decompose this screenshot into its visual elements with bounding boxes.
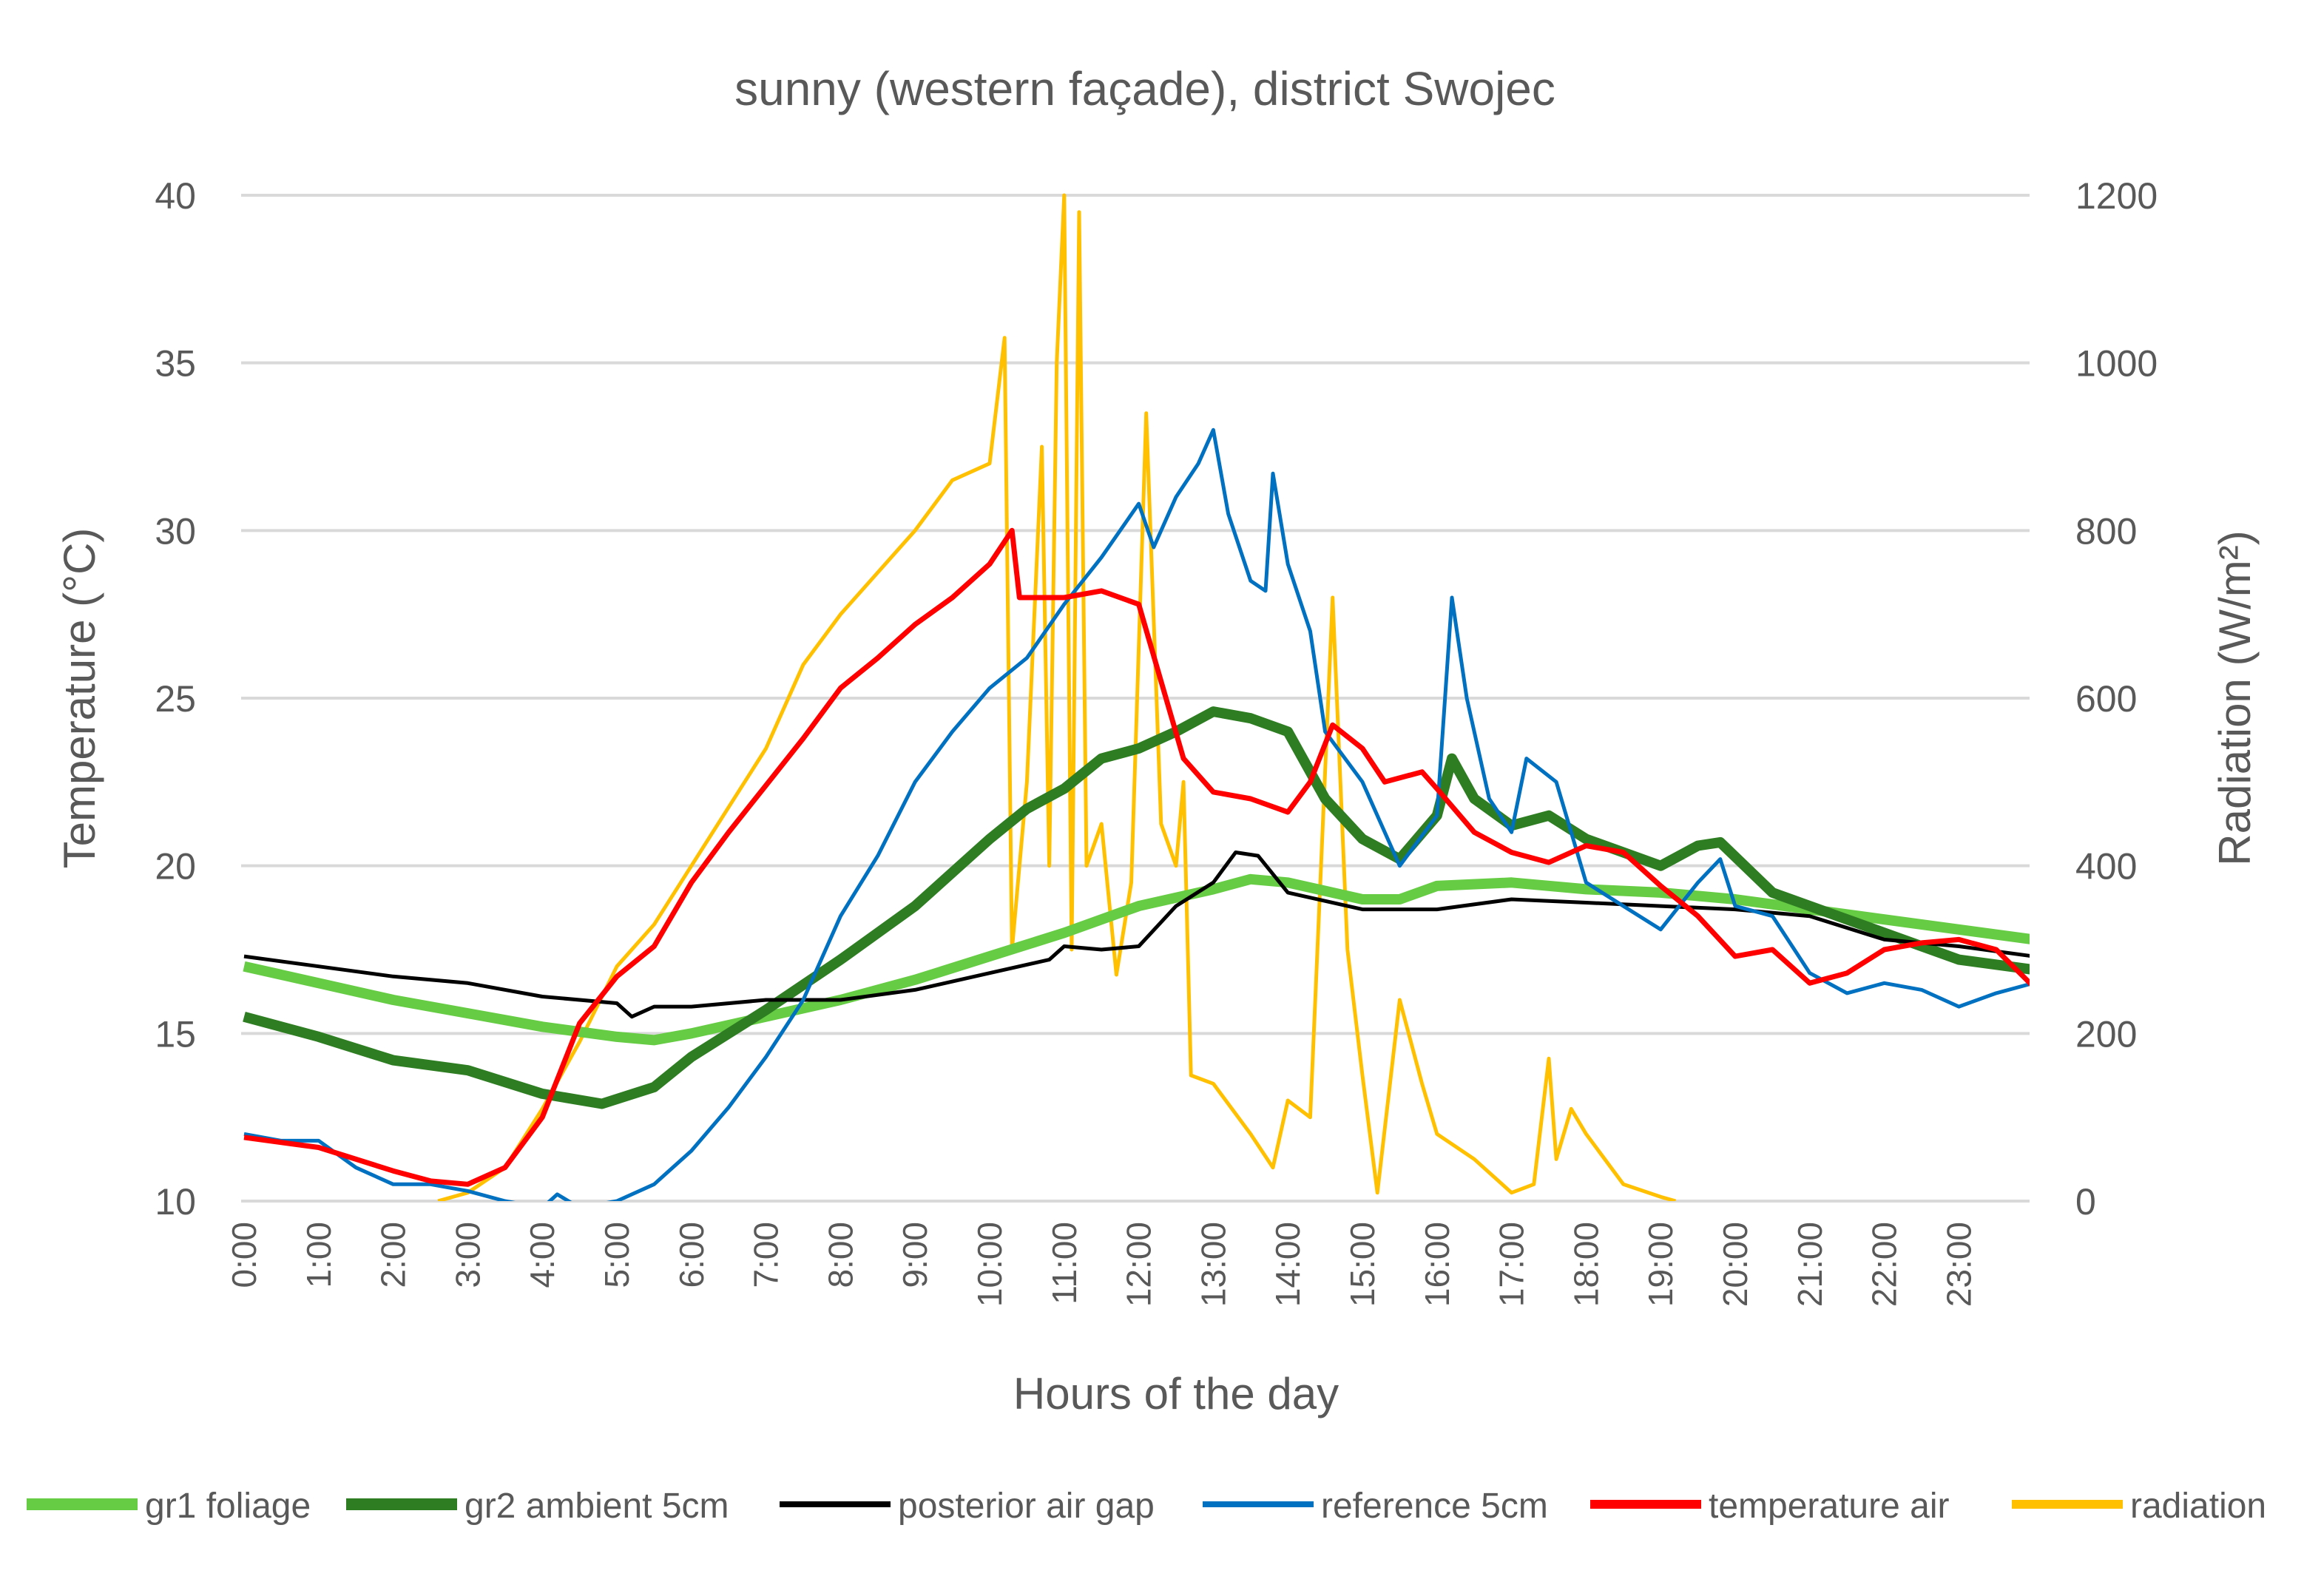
x-tick-label: 17:00	[1493, 1222, 1531, 1307]
y-tick-label: 40	[155, 175, 196, 217]
y-axis-right: 0 200 400 600 800 1000 1200	[2075, 175, 2158, 1223]
legend-label: temperature air	[1709, 1487, 1949, 1526]
y-tick-label: 20	[155, 846, 196, 887]
series-line-gr2-ambient-5cm	[243, 706, 2030, 1109]
x-tick-label: 2:00	[374, 1222, 413, 1288]
x-tick-label: 20:00	[1716, 1222, 1754, 1307]
x-tick-label: 8:00	[821, 1222, 859, 1288]
y2-tick-label: 1000	[2075, 343, 2158, 385]
y2-axis-label: Radiation (W/m²)	[2210, 530, 2260, 865]
x-tick-label: 11:00	[1045, 1222, 1084, 1305]
y-axis-label: Temperature (°C)	[55, 528, 104, 869]
legend-label: gr2 ambient 5cm	[464, 1487, 729, 1526]
x-tick-label: 18:00	[1567, 1222, 1605, 1307]
legend-label: posterior air gap	[898, 1487, 1155, 1526]
x-tick-label: 4:00	[523, 1222, 561, 1288]
y2-tick-label: 800	[2075, 510, 2137, 552]
series-line-temperature-air	[243, 527, 2030, 1187]
series-line-radiation	[437, 193, 1677, 1201]
x-tick-label: 3:00	[448, 1222, 487, 1288]
x-axis: 0:00 1:00 2:00 3:00 4:00 5:00 6:00 7:00 8:00 9:00…	[225, 1222, 1978, 1307]
x-tick-label: 12:00	[1120, 1222, 1158, 1307]
x-tick-label: 6:00	[672, 1222, 711, 1288]
x-tick-label: 10:00	[970, 1222, 1009, 1307]
y2-tick-label: 600	[2075, 678, 2137, 720]
x-tick-label: 21:00	[1791, 1222, 1829, 1307]
legend-label: radiation	[2130, 1487, 2266, 1526]
x-tick-label: 0:00	[225, 1222, 263, 1288]
y-tick-label: 25	[155, 678, 196, 720]
legend: gr1 foliage gr2 ambient 5cm posterior air …	[27, 1487, 2266, 1526]
legend-label: gr1 foliage	[145, 1487, 311, 1526]
y2-tick-label: 1200	[2075, 175, 2158, 217]
x-tick-label: 1:00	[300, 1222, 338, 1288]
y2-tick-label: 200	[2075, 1013, 2137, 1055]
y-tick-label: 30	[155, 510, 196, 552]
series-line-posterior-air-gap	[243, 851, 2030, 1019]
y-tick-label: 35	[155, 343, 196, 385]
x-tick-label: 16:00	[1418, 1222, 1456, 1307]
chart-title: sunny (western façade), district Swojec	[734, 62, 1555, 115]
series-lines	[243, 193, 2030, 1201]
y2-tick-label: 400	[2075, 846, 2137, 887]
gridlines	[241, 194, 2030, 1203]
legend-label: reference 5cm	[1321, 1487, 1548, 1526]
series-line-reference-5cm	[243, 427, 2030, 1201]
series-line-gr1-foliage	[243, 873, 2030, 1046]
y-tick-label: 10	[155, 1181, 196, 1223]
x-tick-label: 13:00	[1194, 1222, 1232, 1307]
x-tick-label: 23:00	[1939, 1222, 1978, 1307]
x-tick-label: 9:00	[896, 1222, 934, 1288]
x-tick-label: 14:00	[1268, 1222, 1307, 1307]
x-tick-label: 7:00	[747, 1222, 786, 1288]
y-axis-left: 10 15 20 25 30 35 40	[155, 175, 196, 1223]
y2-tick-label: 0	[2075, 1181, 2096, 1223]
x-tick-label: 19:00	[1641, 1222, 1680, 1307]
x-tick-label: 22:00	[1865, 1222, 1904, 1307]
y-tick-label: 15	[155, 1013, 196, 1055]
x-tick-label: 5:00	[598, 1222, 636, 1288]
x-tick-label: 15:00	[1343, 1222, 1382, 1307]
x-axis-label: Hours of the day	[1013, 1369, 1339, 1419]
